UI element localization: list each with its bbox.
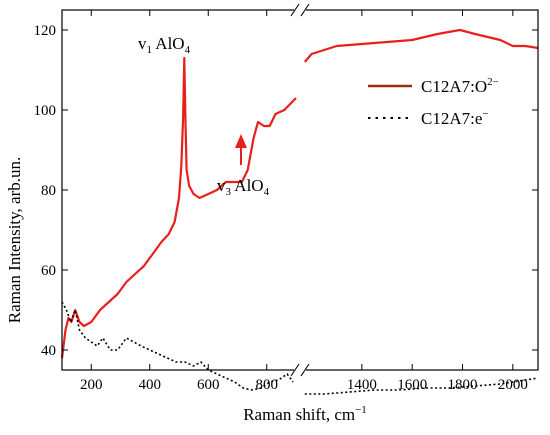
annotation-v1-sub2: 4 bbox=[185, 44, 191, 56]
legend-label-e-sup: − bbox=[482, 108, 488, 120]
axis-break-bottom-gap bbox=[294, 364, 306, 376]
annotation-v3-alo4: v3 AlO4 bbox=[217, 176, 270, 198]
x-tick-label-1400: 1400 bbox=[347, 377, 377, 393]
legend-label-o2-main: C12A7:O bbox=[421, 77, 487, 96]
y-tick-label-120: 120 bbox=[34, 23, 57, 39]
axes-layer: 40 60 80 100 120 200 400 600 800 1400 1600 1800 2000 bbox=[34, 4, 539, 393]
y-tick-label-40: 40 bbox=[41, 343, 56, 359]
x-tick-label-200: 200 bbox=[80, 377, 103, 393]
plot-frame bbox=[62, 10, 538, 370]
legend-label-o2: C12A7:O2− bbox=[421, 76, 499, 96]
x-tick-label-1800: 1800 bbox=[448, 377, 478, 393]
x-tick-label-1600: 1600 bbox=[397, 377, 427, 393]
y-tick-label-60: 60 bbox=[41, 263, 56, 279]
x-axis-title: Raman shift, cm−1 bbox=[243, 404, 367, 424]
y-tick-label-100: 100 bbox=[34, 103, 57, 119]
legend-label-e: C12A7:e− bbox=[421, 108, 489, 128]
x-tick-label-800: 800 bbox=[256, 377, 279, 393]
y-tick-label-80: 80 bbox=[41, 183, 56, 199]
series-o2-line-seg1 bbox=[62, 58, 296, 358]
annotation-v3-sub2: 4 bbox=[264, 186, 270, 198]
y-axis-title: Raman Intensity, arb.un. bbox=[5, 157, 24, 324]
axis-break-top-gap bbox=[294, 4, 306, 16]
legend-label-o2-sup: 2− bbox=[487, 76, 499, 88]
x-axis-title-main: Raman shift, cm bbox=[243, 405, 355, 424]
x-axis-title-sup: −1 bbox=[355, 404, 367, 416]
x-tick-label-2000: 2000 bbox=[498, 377, 528, 393]
annotation-v3-rest: AlO bbox=[231, 176, 264, 195]
annotation-v3-arrow bbox=[235, 134, 247, 165]
annotation-v1-rest: AlO bbox=[152, 34, 185, 53]
annotation-v1-alo4: v1 AlO4 bbox=[138, 34, 191, 56]
legend: C12A7:O2− C12A7:e− bbox=[368, 76, 499, 128]
series-o2-line-seg2 bbox=[305, 30, 538, 62]
legend-label-e-main: C12A7:e bbox=[421, 109, 482, 128]
x-tick-label-600: 600 bbox=[197, 377, 220, 393]
x-tick-label-400: 400 bbox=[139, 377, 162, 393]
